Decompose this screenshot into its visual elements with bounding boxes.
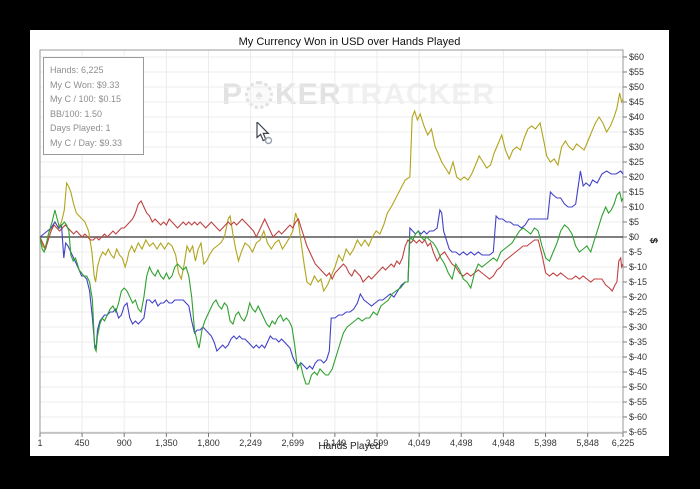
chart-plot: 1 450 900 1,350 1,800 2,249 2,699 3,149 3,599 4,0… [37,49,647,448]
y-tick-label: $-5 [629,247,642,257]
mouse-cursor [256,122,273,145]
x-tick-label: 6,225 [612,438,635,448]
x-tick-label: 4,498 [450,438,473,448]
x-tick-label: 900 [117,438,132,448]
series-yellow-line [39,92,624,293]
y-tick-label: $45 [629,97,644,107]
x-tick-label: 5,398 [534,438,557,448]
stat-days-played: Days Played: 1 [50,123,111,133]
stat-bb-per-100: BB/100: 1.50 [50,108,103,119]
y-tick-label: $-65 [629,427,647,437]
y-tick-label: $-10 [629,262,647,272]
stats-legend-box: Hands: 6,225 My C Won: $9.33 My C / 100:… [43,57,144,155]
y-tick-label: $-55 [629,397,647,407]
series-red-line [39,200,624,292]
y-tick-label: $-60 [629,412,647,422]
y-tick-label: $-35 [629,337,647,347]
x-tick-label: 450 [75,438,90,448]
x-tick-label: 4,948 [492,438,515,448]
x-tick-label: 3,599 [366,438,389,448]
stat-hands: Hands: 6,225 [50,65,104,75]
series-blue-line [39,170,624,370]
y-tick-label: $25 [629,157,644,167]
pokertracker-watermark: P ♠ KER TRACKER [222,78,495,112]
x-axis-title: Hands Played [318,441,381,452]
y-tick-label: $5 [629,217,639,227]
chart-panel: My Currency Won in USD over Hands Played… [30,30,669,456]
x-tick-label: 3,149 [324,438,347,448]
y-tick-label: $50 [629,82,644,92]
y-tick-label: $20 [629,172,644,182]
plot-frame [39,49,624,434]
y-tick-label: $-15 [629,277,647,287]
x-tick-label: 2,249 [239,438,262,448]
x-tick-label: 1,800 [197,438,220,448]
poker-chip-icon: ♠ [245,81,274,109]
y-tick-label: $-45 [629,367,647,377]
watermark-text-tracker: TRACKER [341,78,496,111]
y-tick-label: $-40 [629,352,647,362]
y-tick-label: $-30 [629,322,647,332]
watermark-text-p: P [222,78,244,111]
series-green-line [39,190,624,385]
x-tick-label: 5,848 [576,438,599,448]
stat-my-c-won: My C Won: $9.33 [50,79,120,90]
y-tick-label: $-20 [629,292,647,302]
y-tick-label: $40 [629,112,644,122]
y-tick-label: $35 [629,127,644,137]
y-tick-label: $-50 [629,382,647,392]
watermark-text-ker: KER [275,78,342,111]
y-tick-label: $0 [629,232,639,242]
x-tick-label: 2,699 [281,438,304,448]
chart-title: My Currency Won in USD over Hands Played [238,36,461,48]
y-tick-label: $60 [629,52,644,62]
y-axis-title: $ [647,237,659,244]
stat-my-c-per-day: My C / Day: $9.33 [50,137,123,148]
y-tick-label: $55 [629,67,644,77]
y-tick-label: $30 [629,142,644,152]
y-tick-label: $-25 [629,307,647,317]
x-tick-label: 1 [37,438,42,448]
x-tick-label: 1,350 [155,438,178,448]
stat-my-c-per-100: My C / 100: $0.15 [50,94,122,104]
y-tick-label: $10 [629,202,644,212]
x-tick-label: 4,049 [408,438,431,448]
y-tick-label: $15 [629,187,644,197]
